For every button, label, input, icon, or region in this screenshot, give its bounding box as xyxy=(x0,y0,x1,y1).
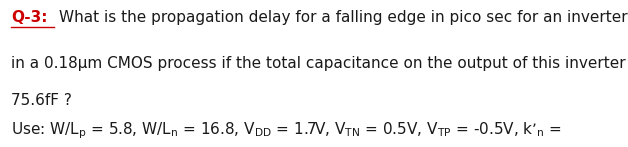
Text: Q-3:: Q-3: xyxy=(11,10,48,25)
Text: Use: W/L$_{\rm p}$ = 5.8, W/L$_{\rm n}$ = 16.8, V$_{\rm DD}$ = 1.7V, V$_{\rm TN}: Use: W/L$_{\rm p}$ = 5.8, W/L$_{\rm n}$ … xyxy=(11,121,562,141)
Text: in a 0.18μm CMOS process if the total capacitance on the output of this inverter: in a 0.18μm CMOS process if the total ca… xyxy=(11,56,628,71)
Text: 75.6fF ?: 75.6fF ? xyxy=(11,93,72,108)
Text: What is the propagation delay for a falling edge in pico sec for an inverter: What is the propagation delay for a fall… xyxy=(59,10,627,25)
